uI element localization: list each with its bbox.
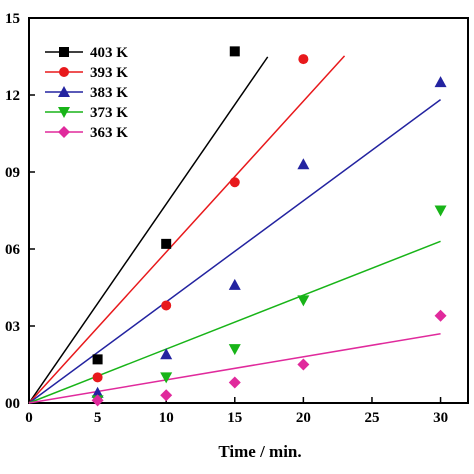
data-point-383-k (91, 386, 104, 398)
x-tick-label: 10 (159, 410, 174, 426)
data-point-403-k (229, 46, 240, 57)
y-tick-label: 03 (5, 319, 20, 335)
legend-marker-403-k (59, 47, 69, 57)
data-point-373-k (434, 205, 447, 217)
data-point-373-k (228, 344, 241, 356)
data-point-393-k (229, 177, 240, 188)
data-point-383-k (160, 348, 173, 360)
plot-frame (28, 17, 469, 404)
y-tick-label: 06 (5, 242, 21, 258)
x-tick-label: 20 (296, 410, 311, 426)
legend-label-393-k: 393 K (90, 65, 128, 81)
data-point-363-k (297, 358, 310, 371)
legend-label-403-k: 403 K (90, 45, 128, 61)
x-tick-label: 30 (433, 410, 448, 426)
data-point-373-k (160, 372, 173, 384)
data-point-393-k (298, 54, 309, 65)
data-point-383-k (434, 76, 447, 88)
data-point-363-k (160, 389, 173, 402)
data-point-363-k (434, 309, 447, 322)
x-axis-label: Time / min. (218, 442, 301, 461)
legend-label-363-k: 363 K (90, 125, 128, 141)
y-tick-label: 15 (5, 11, 20, 27)
plot-area-border (28, 17, 469, 404)
legend-label-383-k: 383 K (90, 85, 128, 101)
data-point-403-k (161, 238, 172, 249)
data-point-393-k (92, 372, 103, 383)
data-point-383-k (297, 158, 310, 170)
x-tick-label: 25 (364, 410, 379, 426)
fit-line-393-k (28, 55, 346, 404)
legend-label-373-k: 373 K (90, 105, 128, 121)
fit-line-383-k (28, 99, 442, 404)
legend-marker-363-k (58, 126, 70, 138)
fit-line-403-k (28, 56, 269, 404)
y-tick-label: 12 (5, 88, 20, 104)
legend: 403 K 393 K 383 K 373 K 363 K (45, 45, 128, 141)
data-point-373-k (297, 295, 310, 307)
data-point-363-k (228, 376, 241, 389)
legend-marker-373-k (58, 107, 70, 118)
data-points (91, 46, 447, 407)
data-point-393-k (161, 300, 172, 311)
x-tick-label: 15 (227, 410, 242, 426)
x-tick-label: 5 (94, 410, 102, 426)
legend-marker-393-k (59, 67, 69, 77)
y-tick-label: 00 (5, 396, 20, 412)
data-point-363-k (91, 394, 104, 407)
fit-line-363-k (28, 332, 441, 404)
data-point-383-k (228, 278, 241, 290)
data-point-403-k (92, 354, 103, 365)
axis-ticks: 0 5 10 15 20 25 30 00 03 06 09 12 15 (5, 11, 448, 426)
legend-marker-383-k (58, 86, 70, 97)
x-tick-label: 0 (25, 410, 33, 426)
y-tick-label: 09 (5, 165, 20, 181)
